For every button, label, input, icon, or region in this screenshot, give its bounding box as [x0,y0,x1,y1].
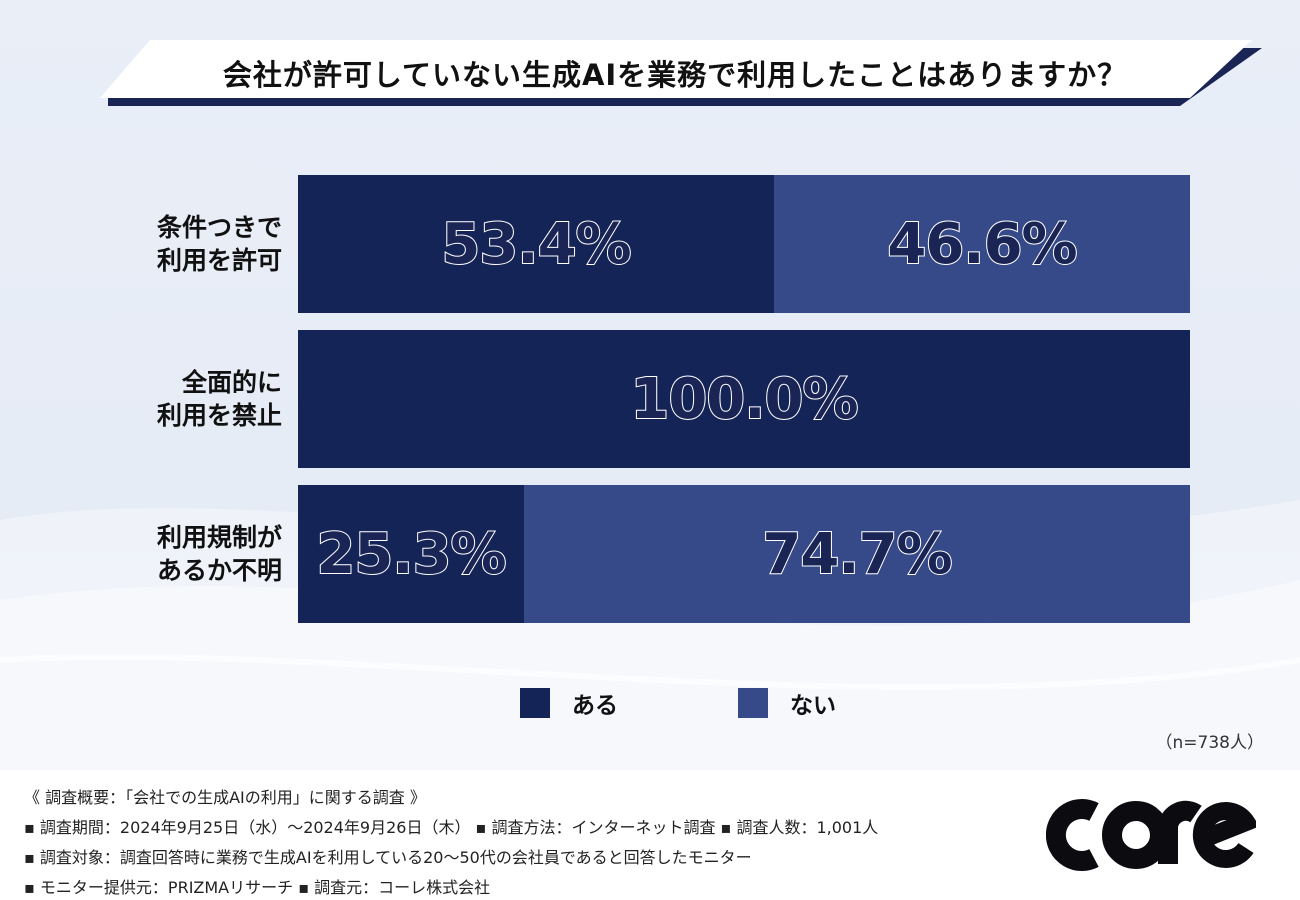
category-label-2: 利用規制があるか不明 [40,521,282,587]
survey-target: ▪ 調査対象：調査回答時に業務で生成AIを利用している20〜50代の会社員である… [24,848,752,867]
bar-segment-aru-1 [298,330,1190,468]
legend-label-nai: ない [790,693,836,719]
survey-summary-heading: 《 調査概要：「会社での生成AIの利用」に関する調査 》 [24,788,426,807]
sample-size-note: （n=738人） [1155,733,1264,753]
survey-footer: 《 調査概要：「会社での生成AIの利用」に関する調査 》 ▪ 調査期間：2024… [0,770,1300,900]
data-label-aru-1: 100.0% [629,366,859,433]
core-logo [1046,799,1256,871]
chart-title: 会社が許可していない生成AIを業務で利用したことはありますか？ [222,58,1128,92]
legend-swatch-aru [520,688,550,718]
data-label-aru-2: 25.3% [315,521,507,588]
legend-item-nai: ない [738,686,836,720]
bar-segment-aru-0 [298,175,774,313]
category-label-0: 条件つきで利用を許可 [40,211,282,277]
legend: ある ない [0,686,1300,720]
legend-swatch-nai [738,688,768,718]
category-label-line: 条件つきで [156,213,282,242]
bar-segment-nai-0 [774,175,1190,313]
data-label-nai-0: 46.6% [886,211,1078,278]
bar-segment-aru-2 [298,485,524,623]
stacked-bar-chart: 条件つきで利用を許可 53.4% 46.6% 全面的に利用を禁止 100.0% 利用規制が… [40,175,1190,623]
category-label-line: 利用を許可 [156,246,282,275]
legend-label-aru: ある [572,693,618,719]
bar-segment-nai-2 [524,485,1190,623]
survey-provider: ▪ モニター提供元：PRIZMAリサーチ ▪ 調査元：コーレ株式会社 [24,878,491,897]
category-label-line: 利用規制が [156,523,282,552]
data-label-aru-0: 53.4% [440,211,632,278]
title-banner [100,40,1262,106]
category-label-line: 全面的に [181,368,282,397]
category-label-line: 利用を禁止 [156,401,282,430]
survey-period-method: ▪ 調査期間：2024年9月25日（水）〜2024年9月26日（木） ▪ 調査方… [24,818,879,837]
category-label-1: 全面的に利用を禁止 [40,366,282,432]
legend-item-aru: ある [520,686,618,720]
data-label-nai-2: 74.7% [761,521,953,588]
category-label-line: あるか不明 [156,556,282,585]
